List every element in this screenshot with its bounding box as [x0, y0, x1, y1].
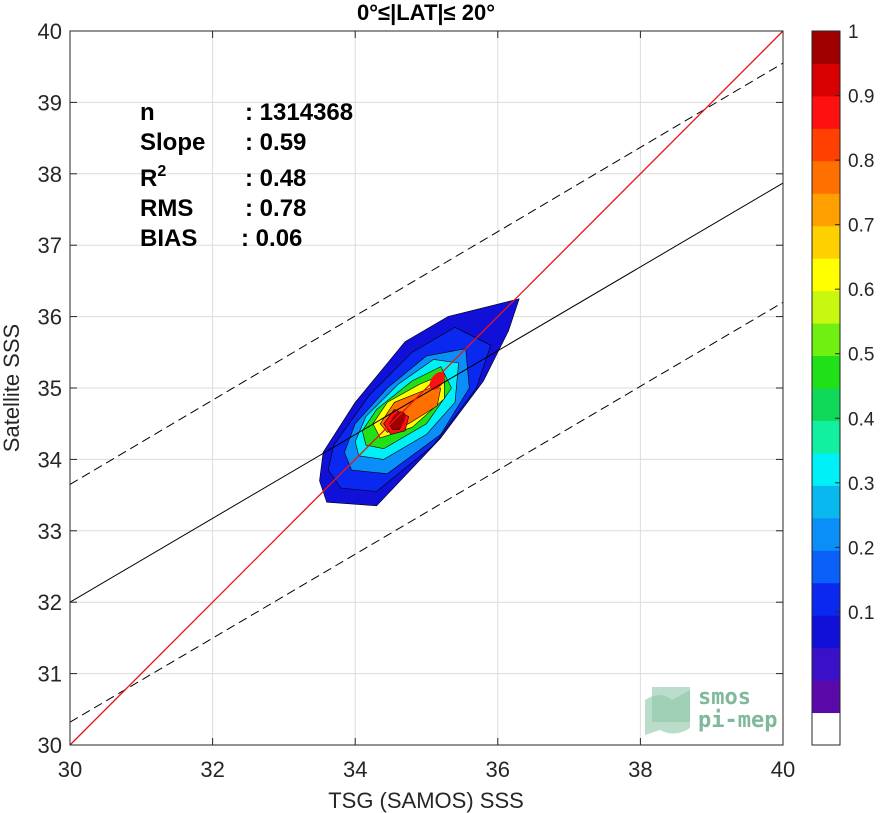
colorbar-tick-label: 0.6 — [848, 280, 874, 301]
colorbar-swatch — [812, 517, 840, 551]
logo-block-icon — [652, 687, 690, 722]
colorbar-swatch — [812, 258, 840, 292]
density-peak — [429, 371, 445, 390]
chart-title: 0°≤|LAT|≤ 20° — [357, 0, 495, 25]
x-tick-label: 38 — [628, 757, 652, 782]
colorbar-tick-label: 1 — [848, 22, 859, 43]
stats-box: n : 1314368 Slope : 0.59 R2 : 0.48 RMS :… — [140, 99, 353, 252]
stat-n-label: n — [140, 99, 155, 126]
y-tick-label: 32 — [38, 590, 62, 615]
colorbar-swatch — [812, 615, 840, 649]
stat-slope-value: : 0.59 — [245, 129, 306, 156]
x-tick-label: 40 — [771, 757, 795, 782]
colorbar-swatch — [812, 323, 840, 357]
colorbar-swatch — [812, 290, 840, 324]
colorbar-swatch — [812, 582, 840, 616]
axis-ticks: 30 32 34 36 38 40 30 31 32 33 34 35 36 37 38 39 40 — [38, 19, 796, 782]
y-tick-label: 35 — [38, 376, 62, 401]
stat-r2-value: : 0.48 — [245, 165, 306, 192]
colorbar-swatch — [812, 485, 840, 519]
stat-bias-value: : 0.06 — [241, 225, 302, 252]
colorbar-swatch — [812, 388, 840, 421]
colorbar-tick-label: 0.8 — [848, 151, 874, 172]
lower-bound-line — [69, 301, 784, 723]
stat-rms-value: : 0.78 — [245, 195, 306, 222]
colorbar-tick-label: 0.2 — [848, 538, 874, 559]
y-tick-label: 30 — [38, 733, 62, 758]
stat-rms-label: RMS — [140, 195, 193, 222]
colorbar-swatch — [812, 193, 840, 227]
density-peak — [390, 411, 406, 430]
colorbar-swatch — [812, 680, 840, 714]
stat-r2-label: R2 — [140, 163, 166, 192]
colorbar-tick-label: 0.7 — [848, 216, 874, 237]
x-tick-label: 36 — [486, 757, 510, 782]
y-tick-label: 34 — [38, 447, 62, 472]
y-tick-label: 31 — [38, 662, 62, 687]
x-tick-label: 30 — [58, 757, 82, 782]
plot-area: 30 32 34 36 38 40 30 31 32 33 34 35 36 37 38 39 40 — [38, 19, 796, 782]
logo-line2: pi-mep — [698, 708, 777, 733]
colorbar-swatch — [812, 160, 840, 194]
colorbar-tick-label: 0.4 — [848, 409, 875, 430]
stat-slope-label: Slope — [140, 129, 205, 156]
y-tick-label: 37 — [38, 233, 62, 258]
colorbar-swatch — [812, 550, 840, 584]
regression-line — [69, 182, 784, 603]
colorbar-swatch — [812, 452, 840, 486]
identity-line — [69, 30, 784, 746]
x-tick-label: 32 — [200, 757, 224, 782]
y-tick-label: 38 — [38, 162, 62, 187]
colorbar-frame — [811, 30, 841, 746]
colorbar-tick-label: 0.3 — [848, 474, 874, 495]
reference-lines — [69, 30, 784, 746]
grid — [69, 30, 784, 746]
smos-pi-mep-logo: smos pi-mep — [645, 685, 777, 735]
logo-line1: smos — [698, 685, 751, 710]
stat-bias-label: BIAS — [140, 225, 197, 252]
y-tick-label: 36 — [38, 305, 62, 330]
y-tick-label: 40 — [38, 19, 62, 44]
x-tick-label: 34 — [343, 757, 367, 782]
colorbar: 0.1 0.2 0.3 0.4 0.5 0.6 0.7 0.8 0.9 1 — [811, 22, 875, 746]
colorbar-swatch — [812, 31, 840, 64]
y-tick-label: 39 — [38, 90, 62, 115]
colorbar-swatch — [812, 225, 840, 259]
y-tick-label: 33 — [38, 519, 62, 544]
colorbar-tick-label: 0.9 — [848, 87, 874, 108]
colorbar-swatch — [812, 95, 840, 129]
colorbar-swatch — [812, 63, 840, 97]
upper-bound-line — [69, 62, 784, 485]
colorbar-tick-label: 0.1 — [848, 603, 874, 624]
colorbar-swatch — [812, 712, 840, 746]
colorbar-swatch — [812, 355, 840, 389]
colorbar-swatch — [812, 647, 840, 681]
stat-n-value: : 1314368 — [245, 99, 353, 126]
x-axis-label: TSG (SAMOS) SSS — [328, 788, 524, 813]
colorbar-tick-label: 0.5 — [848, 345, 874, 366]
y-axis-label: Satellite SSS — [0, 324, 24, 452]
colorbar-swatch — [812, 420, 840, 454]
colorbar-swatch — [812, 128, 840, 162]
